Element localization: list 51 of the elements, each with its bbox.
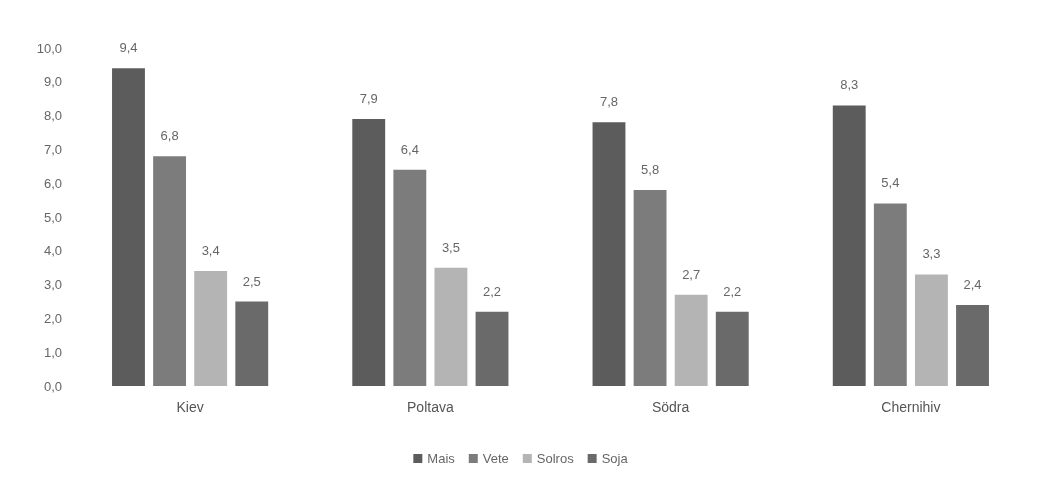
bar (153, 156, 187, 386)
bar (475, 311, 509, 386)
bar (352, 118, 386, 386)
y-tick-label: 5,0 (43, 209, 62, 225)
data-label: 7,8 (599, 94, 619, 110)
data-label: 2,4 (963, 276, 982, 292)
data-label: 6,4 (400, 141, 419, 157)
y-tick-label: 3,0 (43, 277, 62, 293)
data-label: 3,3 (922, 246, 941, 262)
y-tick-label: 9,0 (43, 74, 62, 90)
x-tick-label: Poltava (407, 399, 454, 415)
bar (715, 311, 749, 386)
data-label: 5,8 (641, 161, 660, 177)
legend-label: Vete (482, 451, 509, 466)
data-label: 7,9 (359, 90, 378, 106)
data-label: 5,4 (881, 175, 900, 191)
data-label: 2,7 (682, 266, 701, 282)
legend-label: Mais (427, 451, 456, 466)
bar (674, 294, 708, 386)
data-label: 6,8 (160, 128, 179, 144)
y-tick-label: 4,0 (43, 243, 62, 259)
x-tick-label: Chernihiv (881, 399, 941, 415)
legend-label: Soja (601, 451, 629, 466)
y-tick-label: 1,0 (43, 344, 62, 360)
y-tick-label: 2,0 (43, 310, 62, 326)
y-tick-label: 0,0 (43, 378, 62, 394)
bar (832, 105, 866, 386)
data-label: 9,4 (119, 40, 138, 56)
data-label: 2,2 (482, 283, 502, 299)
bar (235, 301, 269, 386)
data-label: 2,2 (723, 283, 742, 299)
bar (873, 203, 907, 386)
bar (592, 122, 626, 386)
y-tick-label: 8,0 (43, 108, 62, 124)
bar (112, 68, 145, 386)
x-tick-label: Södra (651, 399, 690, 415)
y-tick-label: 6,0 (43, 175, 62, 191)
bar (434, 267, 468, 386)
bar (633, 189, 667, 386)
y-tick-label: 7,0 (43, 141, 62, 157)
data-label: 3,4 (201, 243, 220, 259)
x-tick-label: Kiev (176, 399, 204, 415)
bar (393, 169, 427, 386)
bar (194, 271, 228, 386)
data-label: 3,5 (441, 239, 460, 255)
y-tick-label: 10,0 (36, 40, 62, 56)
data-label: 8,3 (840, 77, 859, 93)
bar (956, 304, 989, 386)
bar (914, 274, 948, 386)
legend-label: Solros (536, 451, 575, 466)
data-label: 2,5 (242, 273, 261, 289)
